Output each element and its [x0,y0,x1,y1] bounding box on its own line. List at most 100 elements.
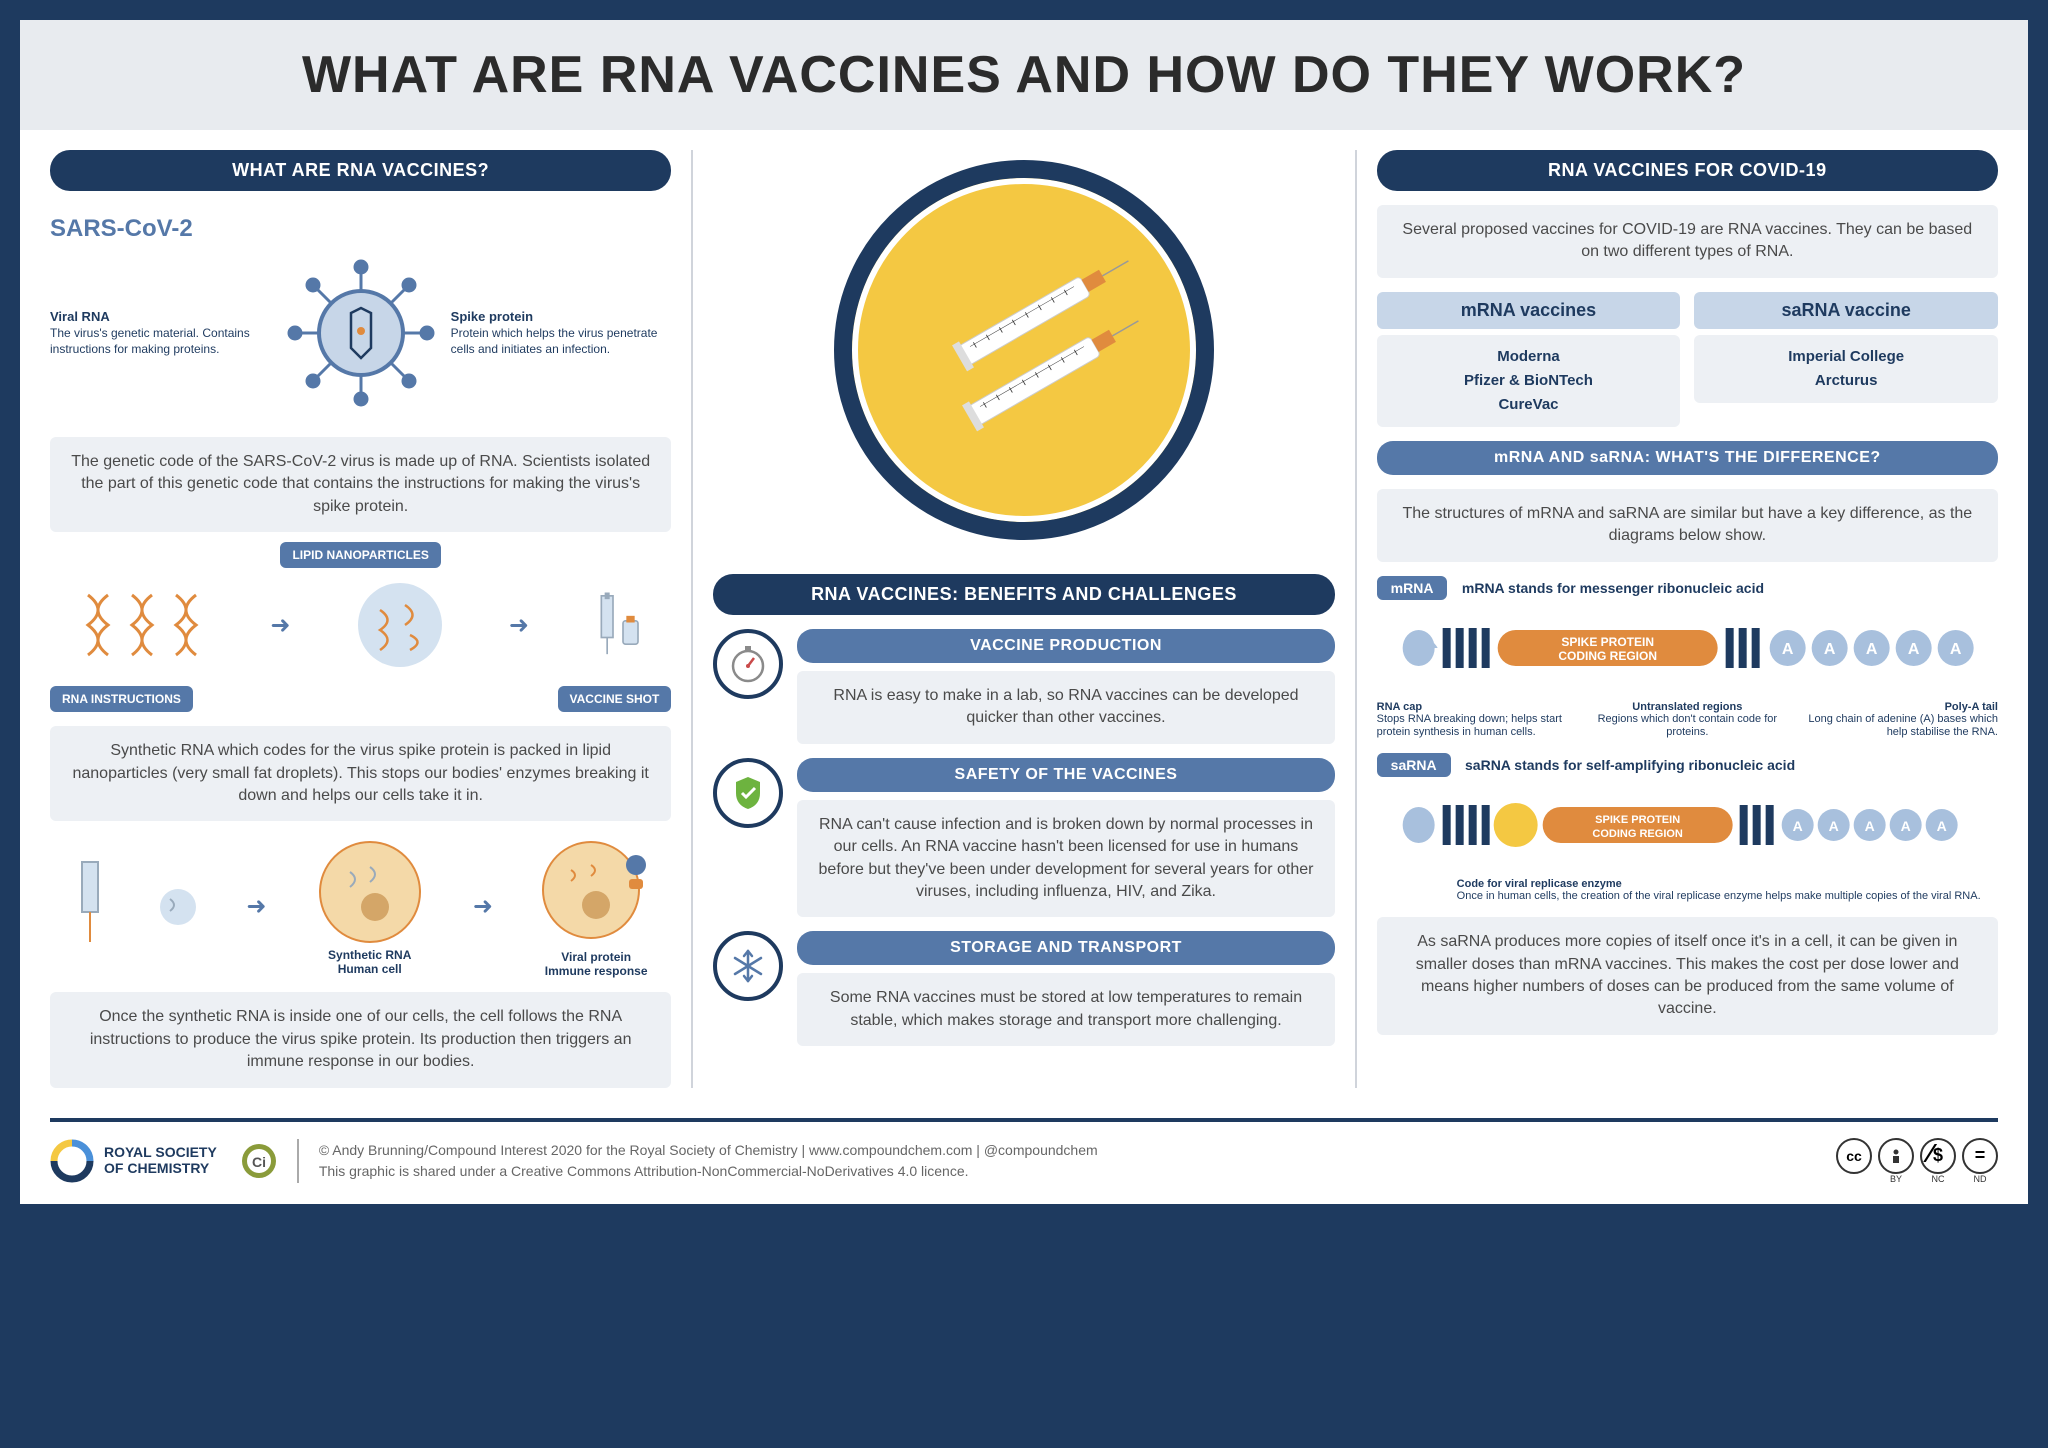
svg-text:A: A [1864,818,1874,834]
divider [1355,150,1357,1088]
col3-header: RNA VACCINES FOR COVID-19 [1377,150,1998,191]
col3-intro: Several proposed vaccines for COVID-19 a… [1377,205,1998,278]
vaccine-shot-label: VACCINE SHOT [558,686,672,712]
rsc-logo-icon [50,1139,94,1183]
sarna-type-header: saRNA vaccine [1694,292,1998,329]
sarna-list: Imperial College Arcturus [1694,335,1998,403]
svg-text:A: A [1782,641,1794,658]
mrna-diagram: SPIKE PROTEIN CODING REGION A A A A A [1377,608,1998,688]
col3-final: As saRNA produces more copies of itself … [1377,917,1998,1035]
sarna-tag: saRNA [1377,753,1451,777]
svg-text:Ci: Ci [252,1154,266,1170]
svg-text:A: A [1900,818,1910,834]
cell-diagram: ➜ Synthetic RNA Human cell ➜ [50,835,671,978]
human-cell-icon [315,837,425,947]
svg-text:A: A [1950,641,1962,658]
mrna-tag: mRNA [1377,576,1448,600]
spike-protein-callout: Spike protein Protein which helps the vi… [451,309,672,357]
sars-label: SARS-CoV-2 [50,215,671,243]
infographic-page: WHAT ARE RNA VACCINES AND HOW DO THEY WO… [20,20,2028,1204]
rna-strand-icon [78,590,118,660]
viral-protein-label: Viral protein [541,950,651,964]
hero-image [834,160,1214,540]
svg-text:A: A [1908,641,1920,658]
footer: ROYAL SOCIETYOF CHEMISTRY Ci © Andy Brun… [50,1118,1998,1204]
arrow-icon: ➜ [509,611,529,640]
shield-icon [713,758,783,828]
mrna-type-header: mRNA vaccines [1377,292,1681,329]
cc-icons: cc BY $⁄NC =ND [1836,1138,1998,1184]
rna-strand-icon [122,590,162,660]
process-diagram-1: LIPID NANOPARTICLES [50,546,671,712]
svg-text:CODING REGION: CODING REGION [1592,828,1683,840]
benefit1-title: VACCINE PRODUCTION [797,629,1334,663]
cc-icon: cc [1836,1138,1872,1174]
svg-text:CODING REGION: CODING REGION [1558,649,1657,663]
cell-response-icon [541,835,651,945]
synthetic-rna-label: Synthetic RNA [315,948,425,962]
footer-text: © Andy Brunning/Compound Interest 2020 f… [319,1140,1816,1182]
col1-text1: The genetic code of the SARS-CoV-2 virus… [50,437,671,532]
by-icon [1878,1138,1914,1174]
svg-text:A: A [1866,641,1878,658]
main-title: WHAT ARE RNA VACCINES AND HOW DO THEY WO… [60,45,1988,105]
benefit2-text: RNA can't cause infection and is broken … [797,800,1334,918]
rna-instructions-label: RNA INSTRUCTIONS [50,686,193,712]
columns-container: WHAT ARE RNA VACCINES? SARS-CoV-2 Viral … [20,130,2028,1108]
column-middle: RNA VACCINES: BENEFITS AND CHALLENGES VA… [713,150,1334,1088]
rna-strand-icon [166,590,206,660]
svg-text:SPIKE PROTEIN: SPIKE PROTEIN [1595,814,1680,826]
sarna-diagram: SPIKE PROTEIN CODING REGION A A A A A [1377,785,1998,865]
mrna-structure: mRNA mRNA stands for messenger ribonucle… [1377,576,1998,739]
virus-icon [281,253,441,413]
benefit3-text: Some RNA vaccines must be stored at low … [797,973,1334,1046]
vaccine-types: mRNA vaccines Moderna Pfizer & BioNTech … [1377,292,1998,427]
syringes-icon [894,220,1154,480]
benefit-safety: SAFETY OF THE VACCINES RNA can't cause i… [713,758,1334,918]
divider [691,150,693,1088]
column-left: WHAT ARE RNA VACCINES? SARS-CoV-2 Viral … [50,150,671,1088]
arrow-icon: ➜ [473,892,493,921]
immune-response-label: Immune response [541,964,651,978]
rna-cap-anno: RNA cap Stops RNA breaking down; helps s… [1377,701,1577,739]
syringe-icon [70,857,110,957]
syringe-vial-icon [593,585,643,665]
svg-text:A: A [1936,818,1946,834]
poly-a-anno: Poly-A tail Long chain of adenine (A) ba… [1798,701,1998,739]
benefit-storage: STORAGE AND TRANSPORT Some RNA vaccines … [713,931,1334,1046]
svg-text:SPIKE PROTEIN: SPIKE PROTEIN [1561,635,1654,649]
viral-rna-callout: Viral RNA The virus's genetic material. … [50,309,271,357]
ci-logo-icon: Ci [241,1143,277,1179]
rsc-logo: ROYAL SOCIETYOF CHEMISTRY Ci [50,1139,299,1183]
human-cell-label: Human cell [315,962,425,976]
sarna-def: saRNA stands for self-amplifying ribonuc… [1465,757,1795,773]
col1-text3: Once the synthetic RNA is inside one of … [50,992,671,1087]
arrow-icon: ➜ [246,892,266,921]
col1-text2: Synthetic RNA which codes for the virus … [50,726,671,821]
replicase-anno: Code for viral replicase enzyme Once in … [1457,878,1998,903]
nd-icon: = [1962,1138,1998,1174]
nanoparticle-icon [355,580,445,670]
column-right: RNA VACCINES FOR COVID-19 Several propos… [1377,150,1998,1088]
benefit-production: VACCINE PRODUCTION RNA is easy to make i… [713,629,1334,744]
diff-text: The structures of mRNA and saRNA are sim… [1377,489,1998,562]
virus-diagram: SARS-CoV-2 Viral RNA The virus's genetic… [50,205,671,423]
lipid-label: LIPID NANOPARTICLES [280,542,440,568]
svg-text:A: A [1824,641,1836,658]
col1-header: WHAT ARE RNA VACCINES? [50,150,671,191]
col2-header: RNA VACCINES: BENEFITS AND CHALLENGES [713,574,1334,615]
mrna-list: Moderna Pfizer & BioNTech CureVac [1377,335,1681,427]
nanoparticle-small-icon [158,887,198,927]
sarna-structure: saRNA saRNA stands for self-amplifying r… [1377,753,1998,903]
benefit3-title: STORAGE AND TRANSPORT [797,931,1334,965]
nc-icon: $⁄ [1920,1138,1956,1174]
benefit2-title: SAFETY OF THE VACCINES [797,758,1334,792]
utr-anno: Untranslated regions Regions which don't… [1587,701,1787,739]
stopwatch-icon [713,629,783,699]
svg-text:A: A [1828,818,1838,834]
title-bar: WHAT ARE RNA VACCINES AND HOW DO THEY WO… [20,20,2028,130]
arrow-icon: ➜ [270,611,290,640]
svg-text:A: A [1792,818,1802,834]
diff-header: mRNA AND saRNA: WHAT'S THE DIFFERENCE? [1377,441,1998,475]
mrna-def: mRNA stands for messenger ribonucleic ac… [1462,580,1764,596]
